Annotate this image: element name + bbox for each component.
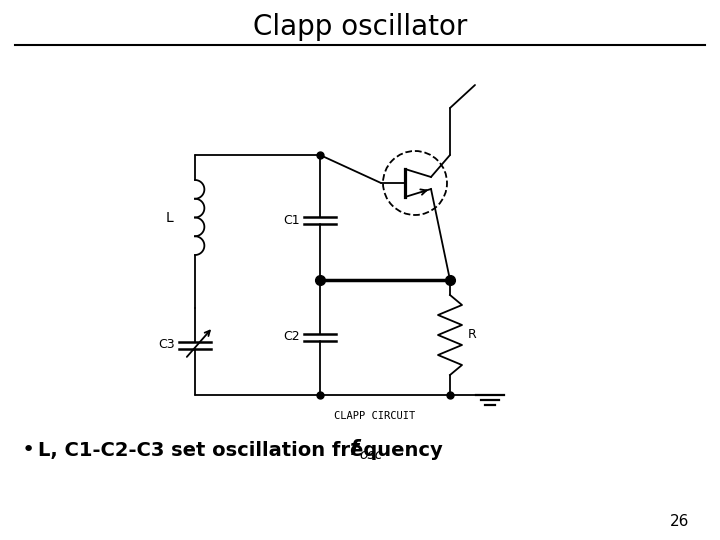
Text: C2: C2 (284, 330, 300, 343)
Text: f: f (350, 439, 359, 459)
Text: C3: C3 (158, 339, 175, 352)
Text: CLAPP CIRCUIT: CLAPP CIRCUIT (334, 411, 415, 421)
Text: Clapp oscillator: Clapp oscillator (253, 13, 467, 41)
Text: C1: C1 (284, 213, 300, 226)
Text: •: • (22, 440, 35, 460)
Text: R: R (468, 328, 477, 341)
Text: osc: osc (359, 448, 383, 462)
Text: L: L (166, 211, 173, 225)
Text: 26: 26 (670, 515, 690, 530)
Text: L, C1-C2-C3 set oscillation frequency: L, C1-C2-C3 set oscillation frequency (38, 441, 449, 460)
